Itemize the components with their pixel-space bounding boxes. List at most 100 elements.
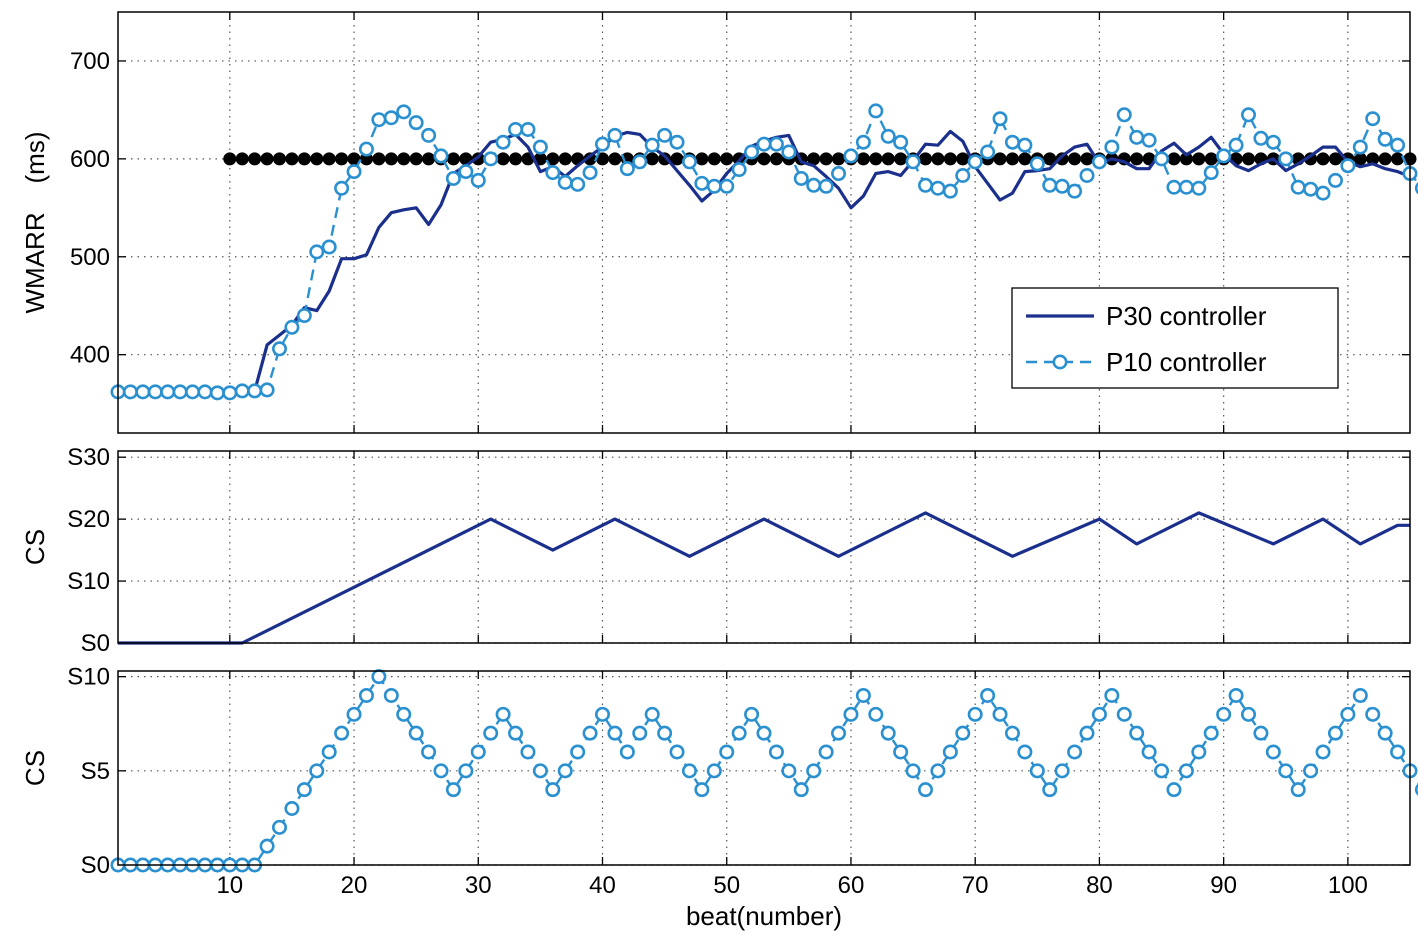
series-point-p10 (545, 782, 561, 798)
series-point-p10 (582, 725, 598, 741)
series-point-p10 (1042, 782, 1058, 798)
series-point-p10 (1228, 687, 1244, 703)
target-point (645, 152, 659, 166)
series-point-p10 (657, 725, 673, 741)
series-point-p10 (967, 706, 983, 722)
series-point-p10 (532, 763, 548, 779)
series-point-p10 (321, 239, 337, 255)
series-point-p10 (731, 162, 747, 178)
series-point-p10 (992, 706, 1008, 722)
target-point (832, 152, 846, 166)
y-tick-label: S5 (81, 758, 110, 785)
series-point-p10 (1352, 687, 1368, 703)
series-point-p10 (619, 161, 635, 177)
series-point-p10 (1216, 706, 1232, 722)
series-point-p10 (1340, 706, 1356, 722)
series-point-p10 (197, 384, 213, 400)
series-point-p10 (284, 800, 300, 816)
series-point-p10 (1278, 151, 1294, 167)
series-point-p10 (1166, 782, 1182, 798)
target-point (1316, 152, 1330, 166)
series-point-p10 (445, 170, 461, 186)
series-point-p10 (917, 782, 933, 798)
target-point (894, 152, 908, 166)
series-point-p10 (681, 154, 697, 170)
y-tick-label: S30 (67, 444, 110, 471)
series-point-p10 (1303, 181, 1319, 197)
series-point-p10 (1228, 137, 1244, 153)
x-tick-label: 50 (713, 872, 740, 899)
series-point-p10 (309, 763, 325, 779)
series-point-p10 (483, 151, 499, 167)
series-point-p10 (880, 128, 896, 144)
series-point-p10 (818, 178, 834, 194)
x-tick-label: 40 (589, 872, 616, 899)
series-point-p10 (570, 176, 586, 192)
series-point-p10 (744, 706, 760, 722)
series-point-p10 (259, 838, 275, 854)
series-point-p10 (545, 165, 561, 181)
target-point (1005, 152, 1019, 166)
series-point-p10 (122, 384, 138, 400)
x-tick-label: 80 (1086, 872, 1113, 899)
series-point-p10 (868, 103, 884, 119)
series-point-p10 (433, 763, 449, 779)
series-point-p10 (1029, 763, 1045, 779)
series-point-p10 (1390, 137, 1406, 153)
series-point-p10 (1079, 725, 1095, 741)
series-point-p10 (1315, 185, 1331, 201)
series-point-p10 (421, 127, 437, 143)
series-point-p10 (992, 111, 1008, 127)
x-tick-label: 60 (838, 872, 865, 899)
series-point-p10 (1241, 706, 1257, 722)
series-point-p10 (1315, 744, 1331, 760)
panel-wmarr: 400 500 600 700 WMARR (ms) P30 controller P10 … (20, 11, 1418, 434)
series-line-p10 (118, 674, 1418, 867)
target-point (422, 152, 436, 166)
series-point-p10 (470, 744, 486, 760)
series-point-p10 (1054, 178, 1070, 194)
target-point (384, 152, 398, 166)
series-point-p10 (1178, 763, 1194, 779)
series-point-p10 (806, 763, 822, 779)
series-point-p10 (644, 137, 660, 153)
target-point (919, 152, 932, 166)
series-point-p10 (358, 687, 374, 703)
series-point-p10 (1327, 725, 1343, 741)
series-point-p10 (172, 384, 188, 400)
series-point-p10 (930, 180, 946, 196)
series-point-p10 (1166, 179, 1182, 195)
y-tick-label: S20 (67, 506, 110, 533)
y-tick-label: S0 (81, 852, 110, 879)
series-point-p10 (1017, 137, 1033, 153)
target-point (297, 152, 311, 166)
target-point (1328, 152, 1342, 166)
series-point-p10 (694, 175, 710, 191)
series-point-p10 (483, 725, 499, 741)
series-point-p10 (905, 154, 921, 170)
series-point-p10 (135, 384, 151, 400)
series-point-p10 (880, 725, 896, 741)
target-point (1242, 152, 1255, 166)
series-point-p10 (147, 384, 163, 400)
series-point-p10 (855, 687, 871, 703)
series-point-p10 (1290, 179, 1306, 195)
series-point-p10 (1253, 130, 1269, 146)
series-point-p10 (1191, 744, 1207, 760)
series-point-p10 (594, 136, 610, 152)
target-point (1204, 152, 1218, 166)
series-point-p10 (1377, 131, 1393, 147)
panel-cs-p30: S0 S10 S20 S30 CS (20, 444, 1411, 657)
target-point (322, 152, 336, 166)
series-point-p10 (980, 687, 996, 703)
series-point-p10 (445, 782, 461, 798)
series-point-p10 (1203, 725, 1219, 741)
target-point (1304, 152, 1318, 166)
target-point (285, 152, 299, 166)
target-point (335, 152, 349, 166)
series-point-p10 (768, 136, 784, 152)
y-tick-label: 400 (70, 342, 110, 369)
series-point-p10 (831, 725, 847, 741)
series-point-p10 (396, 104, 412, 120)
